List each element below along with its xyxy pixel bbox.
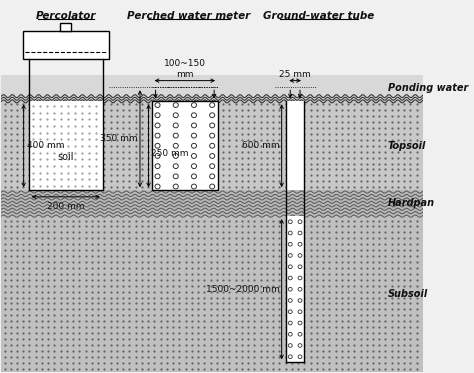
Text: 1500~2000 mm: 1500~2000 mm [206,285,280,294]
Text: 350 mm: 350 mm [100,134,138,143]
Text: 100~150
mm: 100~150 mm [164,59,206,79]
Bar [286,216,304,362]
Text: Ponding water: Ponding water [388,84,468,93]
Text: 250 mm: 250 mm [151,149,188,158]
Text: Topsoil: Topsoil [388,141,426,151]
Bar [152,101,218,190]
Text: 200 mm: 200 mm [47,202,84,211]
Text: 400 mm: 400 mm [27,141,64,150]
Bar [286,101,304,190]
Bar [29,101,103,190]
Bar [1,190,423,216]
Text: soil: soil [57,152,74,162]
Text: Percolator: Percolator [36,11,96,21]
Text: 600 mm: 600 mm [242,141,280,150]
Bar [1,101,423,190]
Text: Subsoil: Subsoil [388,289,428,299]
Bar [1,75,423,101]
Text: Ground-water tube: Ground-water tube [263,11,374,21]
Bar [1,216,423,372]
Bar [23,31,109,59]
Text: 25 mm: 25 mm [279,70,311,79]
Text: Perched water meter: Perched water meter [127,11,250,21]
Text: Hardpan: Hardpan [388,198,435,208]
Bar [60,23,71,31]
